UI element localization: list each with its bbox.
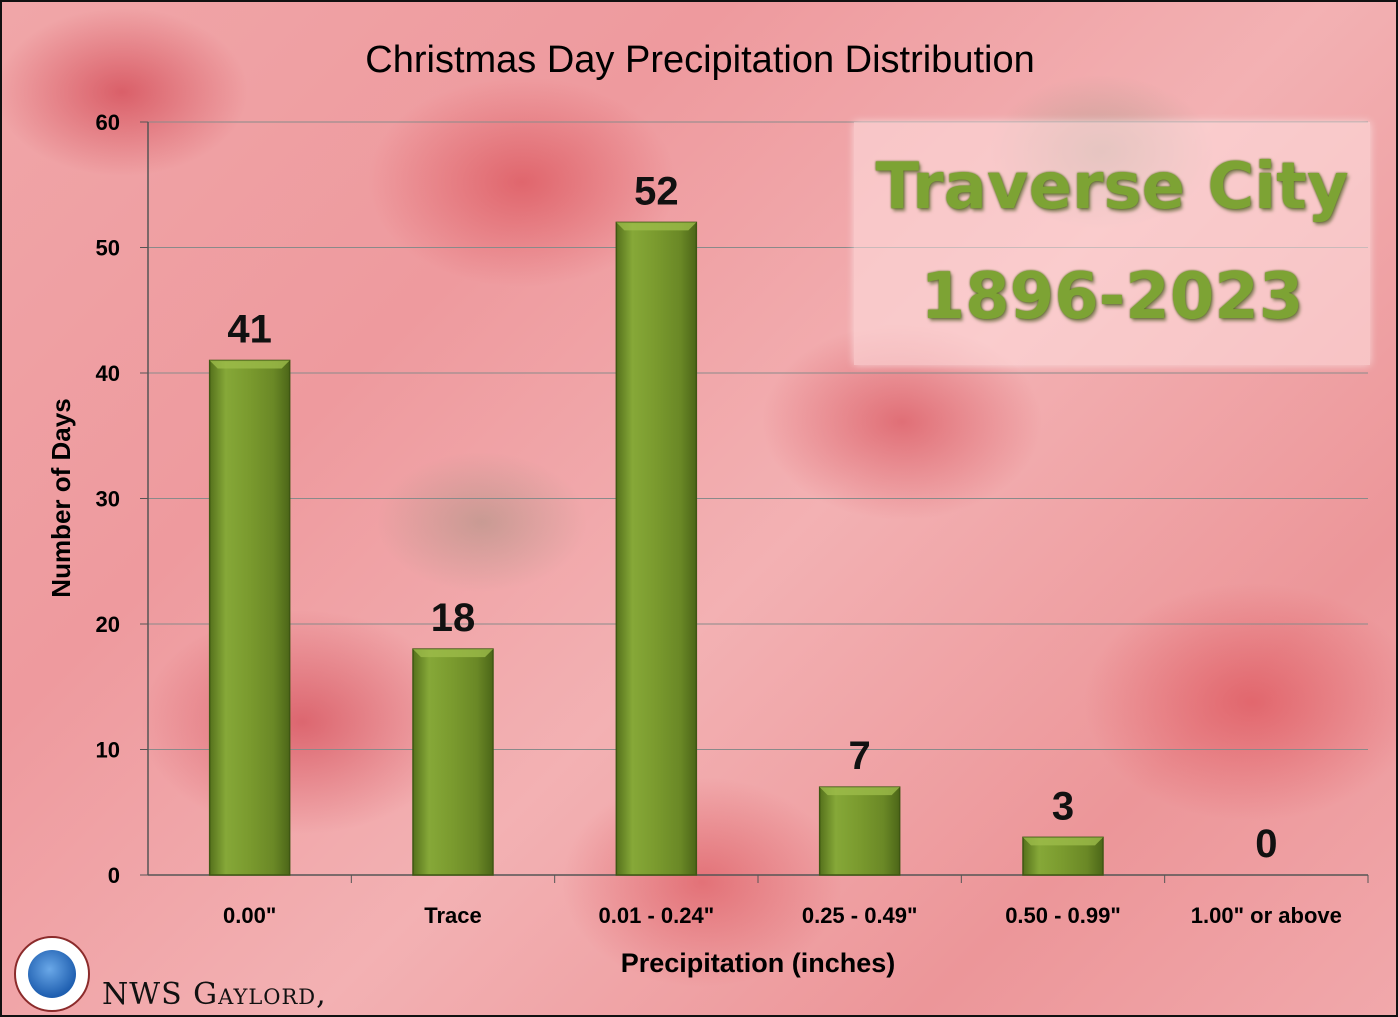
data-label: 0 (1255, 822, 1277, 866)
data-label: 52 (634, 169, 679, 213)
data-label: 41 (227, 307, 272, 351)
data-label: 18 (431, 596, 476, 640)
bar (208, 359, 291, 876)
location-inset: Traverse City 1896-2023 (854, 122, 1370, 365)
y-tick-label: 60 (96, 110, 120, 135)
bar (818, 786, 901, 876)
data-label: 3 (1052, 784, 1074, 828)
bar (615, 221, 698, 876)
bar-bevel (819, 787, 900, 796)
y-tick-label: 50 (96, 236, 120, 261)
nws-logo-icon (14, 936, 90, 1012)
inset-period: 1896-2023 (920, 260, 1304, 334)
x-tick-label: 0.25 - 0.49" (802, 903, 918, 928)
bar-bevel (616, 222, 697, 231)
y-tick-label: 10 (96, 738, 120, 763)
y-axis-title: Number of Days (46, 398, 76, 597)
x-tick-label: Trace (424, 903, 482, 928)
nws-logo-globe (28, 950, 76, 998)
y-tick-label: 30 (96, 487, 120, 512)
data-label: 7 (849, 734, 871, 778)
inset-location: Traverse City (875, 150, 1349, 224)
x-tick-label: 0.50 - 0.99" (1005, 903, 1121, 928)
footer-credit: NWS Gaylord, (102, 977, 327, 1012)
x-tick-label: 0.00" (223, 903, 276, 928)
y-tick-label: 40 (96, 361, 120, 386)
bar (412, 648, 494, 876)
x-tick-label: 0.01 - 0.24" (599, 903, 715, 928)
x-tick-label: 1.00" or above (1191, 903, 1342, 928)
x-axis-title: Precipitation (inches) (621, 948, 896, 978)
bar-bevel (209, 360, 290, 369)
bar-bevel (1023, 837, 1103, 846)
bar-bevel (413, 649, 493, 658)
y-tick-label: 20 (96, 612, 120, 637)
chart-title: Christmas Day Precipitation Distribution (365, 39, 1034, 81)
y-tick-label: 0 (108, 863, 120, 888)
